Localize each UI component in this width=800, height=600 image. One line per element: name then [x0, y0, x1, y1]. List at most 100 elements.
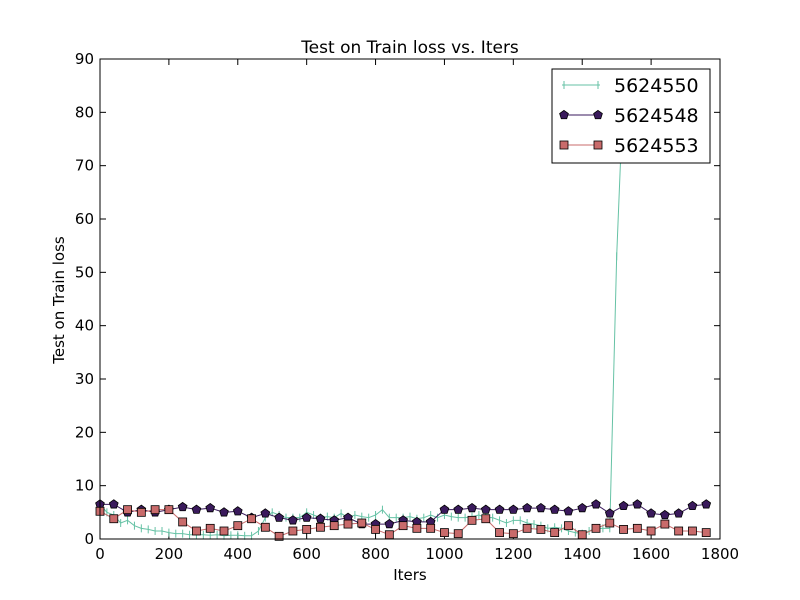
data-point: [192, 526, 201, 536]
data-point: [701, 528, 711, 537]
data-point: [205, 523, 215, 533]
data-point: [605, 518, 615, 528]
data-point: [260, 508, 271, 518]
data-point: [604, 508, 615, 518]
legend-label: 5624548: [614, 105, 699, 127]
y-tick-label: 0: [84, 530, 94, 548]
legend: 5624550 5624548 5624553: [551, 68, 711, 164]
data-point: [440, 528, 449, 537]
data-point: [481, 514, 491, 524]
legend-marker: [593, 109, 603, 120]
data-point: [564, 521, 573, 531]
y-tick-label: 20: [75, 423, 94, 441]
data-point: [688, 526, 697, 536]
data-point: [123, 505, 132, 515]
data-point: [549, 504, 560, 514]
x-tick-label: 600: [292, 545, 321, 563]
data-point: [412, 523, 422, 533]
data-point: [453, 504, 464, 514]
data-point: [219, 507, 229, 517]
y-tick-label: 90: [75, 50, 94, 68]
y-tick-label: 70: [75, 157, 94, 175]
plot-area: [95, 81, 712, 541]
legend-item: 5624548: [559, 105, 699, 127]
data-point: [288, 526, 298, 536]
data-point: [177, 501, 188, 512]
data-point: [247, 514, 256, 524]
data-point: [178, 517, 188, 527]
data-point: [480, 504, 491, 514]
y-tick-label: 50: [75, 263, 94, 281]
axis-ticks: 0 200 400 600 800 1000 1200 1400 1600 1800 0 10 20 30…: [75, 50, 739, 563]
data-point: [426, 523, 436, 533]
data-point: [660, 519, 670, 529]
data-point: [150, 505, 160, 515]
data-point: [646, 508, 656, 518]
data-point: [674, 526, 684, 536]
data-point: [619, 525, 628, 534]
data-point: [316, 522, 325, 532]
series-5624548: [95, 499, 712, 529]
data-point: [591, 523, 601, 533]
x-tick-label: 800: [361, 545, 390, 563]
data-point: [577, 502, 588, 513]
data-point: [522, 523, 532, 533]
data-point: [109, 514, 119, 524]
x-tick-label: 400: [223, 545, 252, 563]
data-point: [701, 499, 712, 509]
data-point: [439, 504, 450, 514]
data-point: [232, 506, 243, 516]
data-point: [494, 504, 505, 514]
x-tick-label: 1600: [632, 545, 670, 563]
data-point: [453, 529, 463, 539]
data-point: [205, 502, 216, 513]
data-point: [164, 505, 174, 515]
data-point: [288, 515, 298, 525]
legend-label: 5624550: [614, 75, 699, 97]
data-point: [508, 529, 518, 539]
series-5624553: [95, 505, 711, 541]
data-point: [329, 521, 339, 531]
x-tick-label: 0: [95, 545, 105, 563]
legend-item: 5624553: [559, 135, 699, 157]
data-point: [343, 519, 353, 529]
y-tick-label: 10: [75, 477, 94, 495]
data-point: [467, 515, 477, 525]
data-point: [563, 506, 574, 516]
data-point: [274, 531, 284, 541]
legend-marker: [559, 109, 569, 120]
x-tick-label: 200: [155, 545, 184, 563]
data-point: [260, 522, 270, 532]
data-point: [618, 500, 629, 511]
y-tick-label: 40: [75, 317, 94, 335]
data-point: [384, 530, 394, 540]
data-point: [660, 509, 670, 520]
data-point: [136, 507, 146, 517]
data-point: [371, 525, 380, 534]
data-point: [191, 504, 202, 514]
data-point: [233, 521, 243, 531]
x-tick-label: 1200: [494, 545, 532, 563]
y-tick-label: 30: [75, 370, 94, 388]
legend-marker: [593, 140, 603, 150]
legend-marker: [559, 140, 569, 150]
data-point: [632, 523, 642, 533]
legend-label: 5624553: [614, 135, 699, 157]
data-point: [315, 513, 326, 523]
data-point: [467, 502, 477, 513]
x-tick-label: 1800: [701, 545, 739, 563]
data-point: [398, 521, 408, 531]
axes-frame: [99, 58, 721, 540]
data-point: [673, 508, 684, 518]
data-point: [577, 530, 587, 540]
legend-item: 5624550: [562, 75, 699, 97]
data-point: [522, 502, 532, 513]
data-point: [357, 518, 367, 528]
y-tick-label: 80: [75, 103, 94, 121]
x-tick-label: 1400: [563, 545, 601, 563]
data-point: [108, 499, 119, 509]
data-point: [536, 502, 546, 513]
y-axis-label: Test on Train loss: [50, 236, 68, 365]
data-point: [302, 525, 312, 534]
